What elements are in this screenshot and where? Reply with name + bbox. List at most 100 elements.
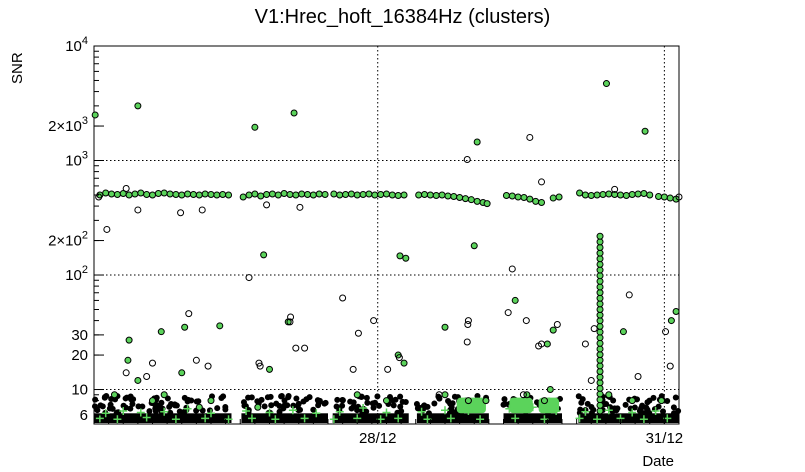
open-point	[463, 338, 471, 346]
open-point	[122, 184, 130, 192]
cross-point	[136, 408, 145, 417]
band-point	[644, 399, 651, 406]
cross-point	[183, 404, 192, 413]
filled-point	[523, 391, 531, 399]
band-point	[290, 402, 297, 409]
cross-point	[511, 414, 520, 423]
y-tick-label: 30	[71, 327, 88, 344]
spike-point	[596, 368, 604, 376]
y-tick-label: 2×102	[48, 230, 88, 250]
cross-point	[247, 414, 256, 423]
filled-point	[666, 194, 674, 202]
band-point	[374, 393, 381, 400]
filled-point	[251, 190, 259, 198]
cross-point	[575, 414, 584, 423]
cross-point	[265, 408, 274, 417]
open-point	[177, 209, 185, 217]
grid-lines	[94, 46, 679, 424]
band-point	[193, 398, 200, 405]
dense-green-patch	[538, 397, 560, 414]
open-point	[553, 320, 561, 328]
band-point	[156, 402, 163, 409]
filled-point	[154, 190, 162, 198]
cross-point	[476, 415, 485, 424]
spike-point	[596, 407, 604, 415]
open-point	[255, 359, 263, 367]
spike-point	[596, 294, 604, 302]
filled-point	[157, 328, 165, 336]
filled-point	[508, 192, 516, 200]
open-point	[349, 365, 357, 373]
open-point	[522, 317, 530, 325]
filled-point	[634, 190, 642, 198]
cross-point	[552, 406, 561, 415]
band-point	[99, 403, 106, 410]
open-point	[287, 313, 295, 321]
filled-point	[201, 190, 209, 198]
low-snr-cluster-band	[241, 413, 328, 423]
spike-point	[596, 401, 604, 409]
cross-point	[160, 407, 169, 416]
filled-point	[207, 397, 215, 405]
filled-point	[599, 190, 607, 198]
filled-point	[124, 356, 132, 364]
open-point	[122, 369, 130, 377]
band-point	[350, 399, 357, 406]
filled-point	[178, 369, 186, 377]
band-point	[394, 409, 401, 416]
y-axis-label: SNR	[9, 52, 26, 84]
band-point	[603, 401, 610, 408]
filled-point	[555, 193, 563, 201]
filled-point	[619, 328, 627, 336]
filled-point	[543, 340, 551, 348]
band-point	[339, 397, 346, 404]
spike-point	[596, 300, 604, 308]
filled-point	[532, 197, 540, 205]
filled-point	[166, 190, 174, 198]
filled-point	[660, 193, 668, 201]
band-point	[315, 399, 322, 406]
spike-point	[596, 362, 604, 370]
filled-point	[213, 191, 221, 199]
band-point	[622, 401, 629, 408]
band-point	[576, 409, 583, 416]
band-point	[421, 402, 428, 409]
cross-point	[581, 407, 590, 416]
spike-point	[596, 277, 604, 285]
data-points	[91, 80, 683, 424]
filled-point	[207, 190, 215, 198]
open-point	[526, 133, 534, 141]
filled-point	[216, 322, 224, 330]
filled-point	[383, 190, 390, 198]
open-point	[675, 193, 683, 201]
band-point	[109, 405, 116, 412]
open-point	[204, 362, 212, 370]
band-point	[631, 404, 638, 411]
filled-point	[143, 190, 151, 198]
filled-point	[347, 190, 355, 198]
open-point	[149, 359, 156, 367]
open-point	[395, 354, 403, 362]
y-tick-label: 20	[71, 347, 88, 364]
filled-point	[257, 192, 265, 200]
band-point	[670, 404, 677, 411]
spike-point	[596, 322, 604, 330]
band-point	[431, 400, 438, 407]
filled-point	[538, 198, 546, 206]
band-point	[261, 403, 268, 410]
filled-point	[280, 190, 288, 198]
filled-point	[149, 397, 156, 405]
band-point	[280, 405, 287, 412]
filled-point	[172, 190, 180, 198]
open-point	[538, 178, 546, 186]
spike-point	[596, 266, 604, 274]
band-point	[659, 408, 666, 415]
band-point	[397, 403, 404, 410]
filled-point	[605, 190, 613, 198]
band-point	[222, 403, 229, 410]
cross-point	[201, 414, 210, 423]
band-point	[206, 407, 213, 414]
filled-point	[336, 191, 344, 199]
cross-point	[142, 413, 151, 422]
cross-point	[505, 404, 514, 413]
